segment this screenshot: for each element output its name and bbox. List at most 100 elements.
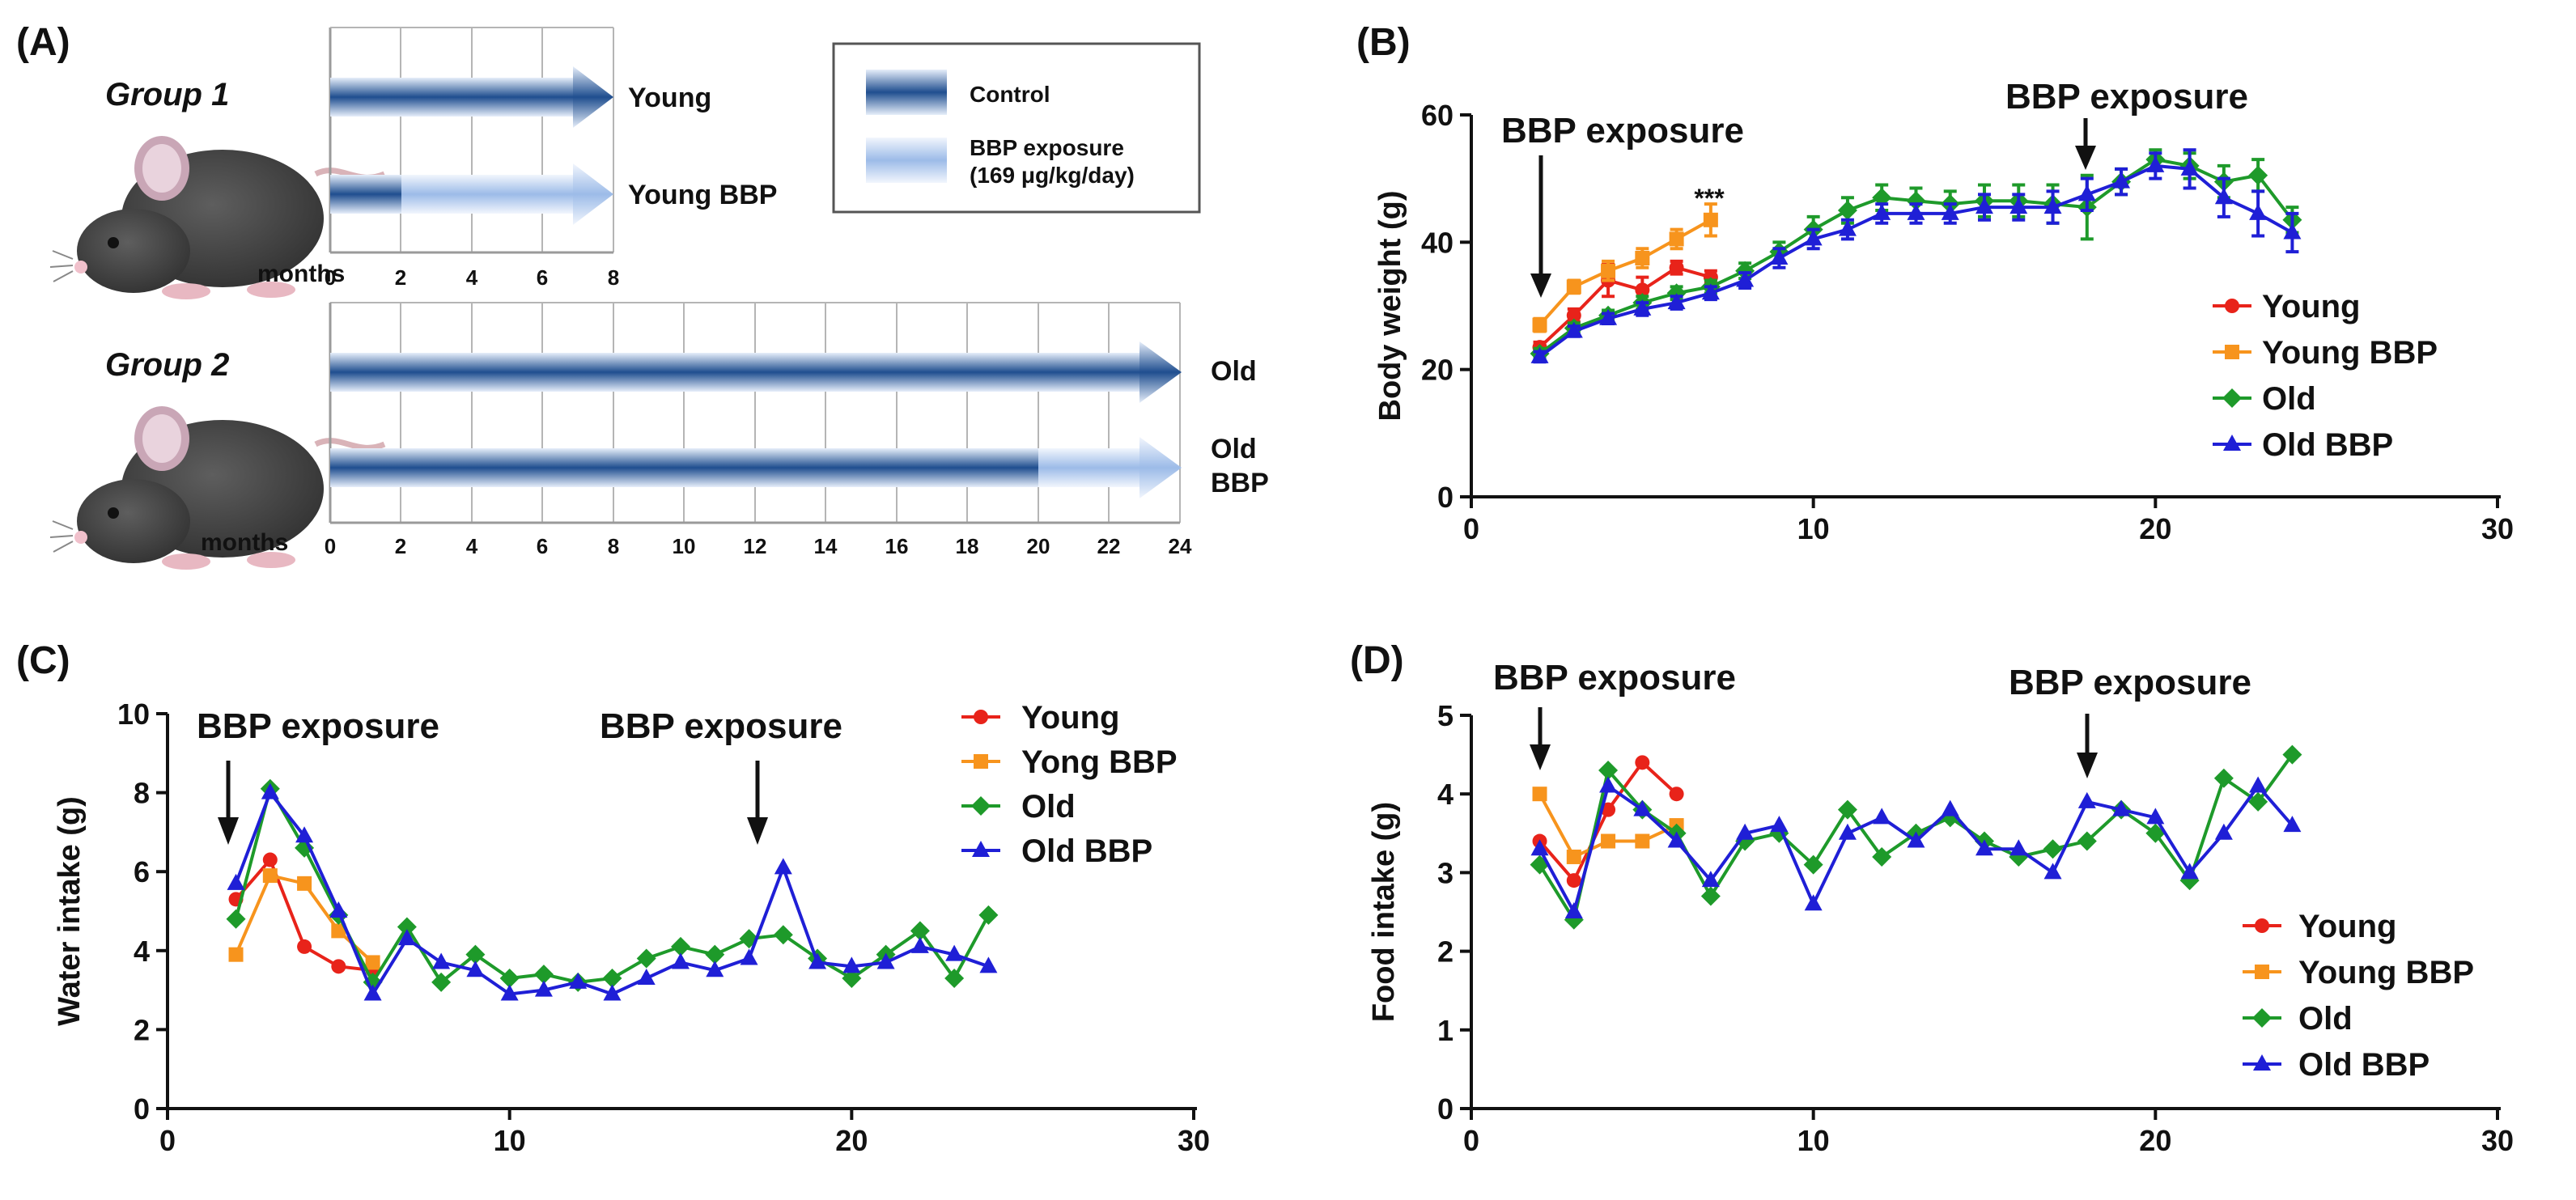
data-point xyxy=(1736,270,1755,287)
data-point xyxy=(2249,776,2268,793)
panel-a-label: (A) xyxy=(16,21,70,64)
data-point xyxy=(2077,831,2097,851)
group2-tick: 12 xyxy=(744,534,767,558)
data-point xyxy=(1532,787,1547,802)
legend-label: Young xyxy=(2298,909,2396,944)
data-point xyxy=(227,873,245,890)
data-point xyxy=(1838,219,1857,236)
group2-tick: 22 xyxy=(1097,534,1121,558)
panel-b: (B) 0 10 20 30 0 20 40 60 Body weight (g) Young Yo… xyxy=(1356,21,2514,545)
legend-control-swatch xyxy=(866,70,947,115)
y-tick-label: 2 xyxy=(1437,935,1454,969)
group2-ticks: 0 2 4 6 8 10 12 14 16 18 20 22 24 xyxy=(325,534,1192,558)
data-point xyxy=(2077,791,2096,808)
bar-young xyxy=(330,66,613,128)
data-point xyxy=(2249,203,2268,220)
group2-tick: 24 xyxy=(1169,534,1192,558)
mouse-icon-group2 xyxy=(49,406,386,570)
series-young-bbp xyxy=(1532,202,1718,333)
data-point xyxy=(432,952,451,969)
legend-entry: Old BBP xyxy=(961,833,1152,869)
y-tick-label: 40 xyxy=(1421,226,1454,259)
y-tick-label: 5 xyxy=(1437,699,1454,732)
data-point xyxy=(672,952,690,969)
group2-tick: 16 xyxy=(885,534,909,558)
series-old-bbp xyxy=(1530,148,2302,364)
group1-tick: 4 xyxy=(466,265,478,290)
legend-label: Yong BBP xyxy=(1021,744,1178,780)
data-point xyxy=(2180,863,2199,880)
data-point xyxy=(1873,203,1891,220)
panel-d-annotation-left: BBP exposure xyxy=(1493,658,1736,698)
data-point xyxy=(2145,823,2166,843)
panel-a: (A) Group 1 xyxy=(16,21,1269,570)
panel-d: (D) 0 10 20 30 0 1 2 3 4 5 Food intake (g) Young You… xyxy=(1350,639,2514,1157)
legend-label: Young xyxy=(1021,700,1119,736)
data-point xyxy=(534,980,553,997)
exposure-arrow-icon xyxy=(747,817,768,845)
legend-label: Young xyxy=(2262,289,2360,324)
group1-tick: 2 xyxy=(395,265,406,290)
group1-months-label: months xyxy=(257,261,345,287)
panel-d-annotation-right: BBP exposure xyxy=(2009,663,2251,702)
group1-tick: 6 xyxy=(537,265,548,290)
group2-tick: 0 xyxy=(325,534,336,558)
data-point xyxy=(228,947,244,962)
data-point xyxy=(1804,894,1823,911)
exposure-arrow-icon xyxy=(2077,753,2098,778)
data-point xyxy=(1566,873,1581,888)
group1-title: Group 1 xyxy=(105,77,229,112)
legend-label: Young BBP xyxy=(2262,335,2438,371)
data-point xyxy=(808,952,827,969)
panel-b-annotation-right: BBP exposure xyxy=(2005,77,2248,117)
x-tick-label: 20 xyxy=(2139,1124,2171,1157)
data-point xyxy=(1564,902,1583,918)
data-point xyxy=(1669,787,1684,802)
y-tick-label: 20 xyxy=(1421,354,1454,387)
data-point xyxy=(466,960,485,977)
exposure-arrow-icon xyxy=(218,817,239,845)
series-line xyxy=(1538,783,2294,917)
data-point xyxy=(2283,223,2302,240)
data-point xyxy=(1907,831,1925,848)
legend-exposure-label: BBP exposure xyxy=(970,135,1124,160)
data-point xyxy=(1906,191,1926,211)
legend-entry: Old xyxy=(2213,381,2316,417)
legend-entry: Old BBP xyxy=(2213,427,2393,463)
data-point xyxy=(1635,755,1650,770)
data-point xyxy=(1601,802,1616,817)
x-tick-label: 10 xyxy=(1797,1124,1830,1157)
data-point xyxy=(910,936,929,953)
data-point xyxy=(1703,212,1718,227)
bar-old-bbp-label-line2: BBP xyxy=(1211,468,1269,498)
data-point xyxy=(1566,307,1581,323)
data-point xyxy=(1530,346,1549,363)
y-tick-label: 6 xyxy=(134,855,150,888)
legend-entry: Old xyxy=(961,789,1076,825)
y-tick-label: 0 xyxy=(1437,1092,1454,1126)
data-point xyxy=(1667,831,1686,848)
data-point xyxy=(1667,293,1686,310)
legend-entry: Young BBP xyxy=(2243,955,2474,990)
data-point xyxy=(297,876,312,891)
data-point xyxy=(706,960,724,977)
y-tick-label: 3 xyxy=(1437,856,1454,889)
legend-entry: Old BBP xyxy=(2243,1047,2430,1083)
legend-label: Old xyxy=(2298,1001,2353,1037)
data-point xyxy=(329,901,348,918)
data-point xyxy=(2146,155,2165,172)
legend-marker xyxy=(2225,345,2239,359)
data-point xyxy=(2112,799,2131,816)
data-point xyxy=(2214,823,2233,840)
legend-control-label: Control xyxy=(970,82,1050,107)
data-point xyxy=(636,948,656,969)
exposure-arrow-icon xyxy=(2075,146,2096,170)
y-tick-label: 0 xyxy=(1437,481,1454,514)
x-tick-label: 30 xyxy=(2481,512,2514,545)
legend-entry: Yong BBP xyxy=(961,744,1178,780)
data-point xyxy=(1975,839,1993,856)
data-point xyxy=(2248,791,2268,812)
panel-c: (C) 0 10 20 30 0 2 4 6 8 10 Water intake (g) Young Y… xyxy=(16,639,1210,1157)
bar-young-bbp-label: Young BBP xyxy=(628,180,777,210)
